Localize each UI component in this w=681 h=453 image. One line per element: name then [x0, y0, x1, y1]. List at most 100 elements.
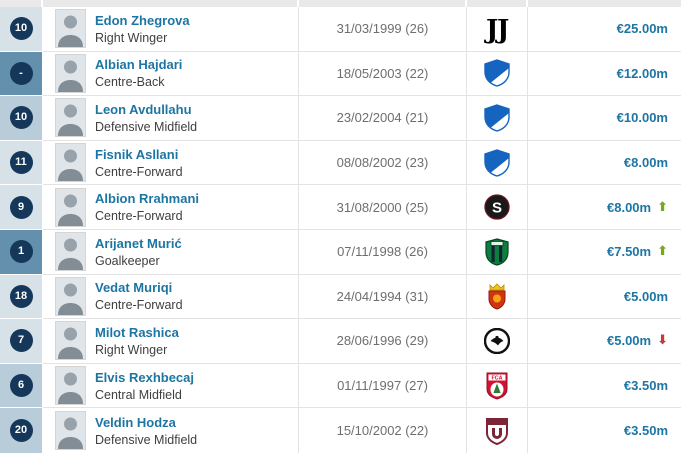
player-name-link[interactable]: Elvis Rexhbecaj [95, 369, 194, 385]
player-text: Leon Avdullahu Defensive Midfield [95, 102, 197, 134]
number-cell: 20 [0, 408, 43, 453]
table-row: 1 Arijanet Murić Goalkeeper 07/11/1998 (… [0, 229, 681, 275]
hoffenheim-logo[interactable] [484, 104, 510, 132]
club-cell [467, 96, 528, 140]
birth-date-age: 31/08/2000 (25) [336, 199, 429, 215]
player-photo[interactable] [55, 321, 86, 361]
birth-date-cell: 31/08/2000 (25) [299, 185, 467, 229]
sparta-prague-logo[interactable]: S [484, 194, 510, 220]
trend-down-arrow-icon: ⬇ [657, 333, 668, 349]
player-text: Vedat Muriqi Centre-Forward [95, 280, 183, 312]
table-row: 6 Elvis Rexhbecaj Central Midfield 01/11… [0, 363, 681, 409]
club-cell [467, 274, 528, 319]
player-cell: Albion Rrahmani Centre-Forward [43, 185, 299, 229]
svg-text:FCA: FCA [491, 375, 502, 381]
player-photo[interactable] [55, 366, 86, 406]
player-photo[interactable] [55, 187, 86, 227]
birth-date-age: 15/10/2002 (22) [336, 423, 429, 439]
market-value: €3.50m [623, 423, 668, 439]
player-name-link[interactable]: Albion Rrahmani [95, 191, 200, 207]
sassuolo-logo[interactable] [485, 238, 509, 266]
header-cell-number [0, 0, 43, 7]
number-cell: 7 [0, 319, 43, 364]
header-cell-birth [299, 0, 467, 7]
market-value-cell: €3.50m [528, 408, 681, 453]
number-cell: - [0, 51, 43, 97]
shirt-number-badge: 20 [9, 419, 33, 443]
table-row: 7 Milot Rashica Right Winger 28/06/1996 … [0, 319, 681, 364]
player-photo[interactable] [55, 143, 86, 183]
shirt-number-badge: 10 [9, 17, 33, 41]
player-name-link[interactable]: Milot Rashica [95, 324, 179, 340]
shirt-number-badge: - [9, 61, 33, 85]
player-position: Goalkeeper [95, 253, 160, 268]
player-cell: Fisnik Asllani Centre-Forward [43, 140, 299, 185]
player-name-link[interactable]: Veldin Hodza [95, 414, 176, 430]
birth-date-age: 01/11/1997 (27) [337, 378, 428, 394]
player-name-link[interactable]: Leon Avdullahu [95, 101, 192, 117]
market-value-cell: €10.00m [528, 96, 681, 140]
table-header-strip [0, 0, 681, 7]
player-photo[interactable] [55, 98, 86, 138]
shirt-number-badge: 18 [9, 284, 33, 308]
player-text: Edon Zhegrova Right Winger [95, 13, 190, 45]
number-cell: 6 [0, 363, 43, 409]
market-value: €7.50m [607, 244, 652, 260]
player-photo[interactable] [55, 53, 86, 93]
shirt-number-badge: 6 [9, 374, 33, 398]
player-name-link[interactable]: Arijanet Murić [95, 235, 182, 251]
besiktas-logo[interactable] [484, 327, 510, 354]
player-position: Centre-Forward [95, 209, 183, 224]
mallorca-logo[interactable] [485, 282, 509, 310]
table-row: 10 Leon Avdullahu Defensive Midfield 23/… [0, 96, 681, 141]
market-value-cell: €25.00m [528, 7, 681, 51]
birth-date-age: 28/06/1996 (29) [336, 333, 429, 349]
birth-date-cell: 08/08/2002 (23) [299, 140, 467, 185]
player-position: Centre-Forward [95, 164, 183, 179]
svg-text:S: S [492, 200, 502, 217]
player-cell: Edon Zhegrova Right Winger [43, 7, 299, 51]
player-text: Arijanet Murić Goalkeeper [95, 236, 182, 268]
player-name-link[interactable]: Albian Hajdari [95, 57, 183, 73]
player-name-link[interactable]: Vedat Muriqi [95, 280, 173, 296]
cfr-cluj-logo[interactable] [485, 417, 509, 445]
table-row: 10 Edon Zhegrova Right Winger 31/03/1999… [0, 7, 681, 52]
birth-date-cell: 23/02/2004 (21) [299, 96, 467, 140]
birth-date-cell: 01/11/1997 (27) [299, 363, 467, 408]
player-text: Veldin Hodza Defensive Midfield [95, 415, 197, 447]
market-value-cell: €12.00m [528, 52, 681, 96]
player-photo[interactable] [55, 232, 86, 272]
club-cell [467, 319, 528, 363]
player-name-link[interactable]: Edon Zhegrova [95, 12, 190, 28]
number-cell: 10 [0, 96, 43, 141]
birth-date-cell: 24/04/1994 (31) [299, 274, 467, 319]
player-name-link[interactable]: Fisnik Asllani [95, 146, 179, 162]
shirt-number-badge: 10 [9, 106, 33, 130]
player-photo[interactable] [55, 411, 86, 451]
header-cell-club [467, 0, 528, 7]
player-text: Albian Hajdari Centre-Back [95, 57, 182, 89]
player-position: Right Winger [95, 342, 168, 357]
player-text: Fisnik Asllani Centre-Forward [95, 147, 183, 179]
market-value: €8.00m [607, 199, 652, 215]
player-photo[interactable] [55, 9, 86, 49]
hoffenheim-logo[interactable] [484, 148, 510, 177]
svg-text:J: J [495, 15, 509, 44]
number-cell: 10 [0, 7, 43, 52]
birth-date-cell: 07/11/1998 (26) [299, 229, 467, 274]
birth-date-age: 31/03/1999 (26) [336, 21, 429, 37]
player-photo[interactable] [55, 276, 86, 316]
number-cell: 18 [0, 274, 43, 320]
player-text: Albion Rrahmani Centre-Forward [95, 191, 199, 223]
augsburg-logo[interactable]: FCA [486, 372, 508, 400]
squad-table-body: 10 Edon Zhegrova Right Winger 31/03/1999… [0, 7, 681, 453]
hoffenheim-logo[interactable] [484, 59, 510, 88]
svg-text:J: J [484, 15, 498, 44]
number-cell: 1 [0, 229, 43, 275]
shirt-number-badge: 7 [9, 329, 33, 353]
club-cell [467, 51, 528, 96]
market-value-cell: €5.00m ⬇ [528, 319, 681, 363]
trend-up-arrow-icon: ⬆ [657, 244, 668, 260]
